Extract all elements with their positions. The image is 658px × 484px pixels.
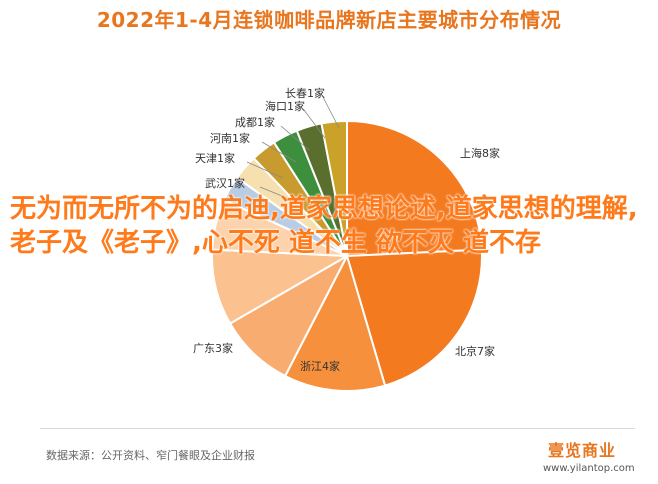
slice-label-8: 河南1家 [210, 131, 250, 145]
leader-line-8 [261, 141, 297, 163]
slice-label-6: 武汉1家 [205, 176, 245, 190]
slice-label-11: 长春1家 [285, 86, 325, 100]
slice-label-2: 浙江4家 [300, 359, 340, 373]
pie-slice-11 [320, 119, 348, 257]
brand-logo: 壹览商业 [548, 441, 617, 460]
data-source: 数据来源：公开资料、窄门餐眼及企业财报 [46, 449, 255, 462]
leader-line-9 [280, 125, 310, 151]
leader-line-6 [259, 186, 288, 199]
slice-label-0: 上海8家 [460, 146, 500, 160]
pie-slice-1 [345, 248, 483, 387]
pie-slice-0 [346, 119, 483, 258]
slice-label-9: 成都1家 [235, 115, 275, 129]
overlay-headline: 无为而无所不为的启迪,道家思想论述,道家思想的理解,老子及《老子》,心不死 道不… [10, 194, 638, 258]
brand-url: www.yilantop.com [543, 463, 635, 474]
slice-label-3: 广东3家 [193, 341, 233, 355]
slice-label-10: 海口1家 [265, 99, 305, 113]
slice-label-1: 北京7家 [455, 344, 495, 358]
chart-title: 2022年1-4月连锁咖啡品牌新店主要城市分布情况 [96, 8, 562, 32]
leader-line-11 [322, 96, 340, 129]
leader-line-7 [246, 161, 284, 179]
pie-slice-2 [283, 253, 387, 392]
divider [40, 428, 635, 429]
leader-line-10 [303, 109, 326, 139]
slice-label-7: 天津1家 [195, 151, 235, 165]
